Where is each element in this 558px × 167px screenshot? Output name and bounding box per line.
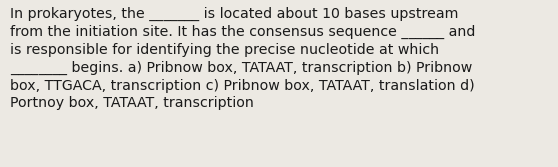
Text: In prokaryotes, the _______ is located about 10 bases upstream
from the initiati: In prokaryotes, the _______ is located a… [10,7,475,110]
